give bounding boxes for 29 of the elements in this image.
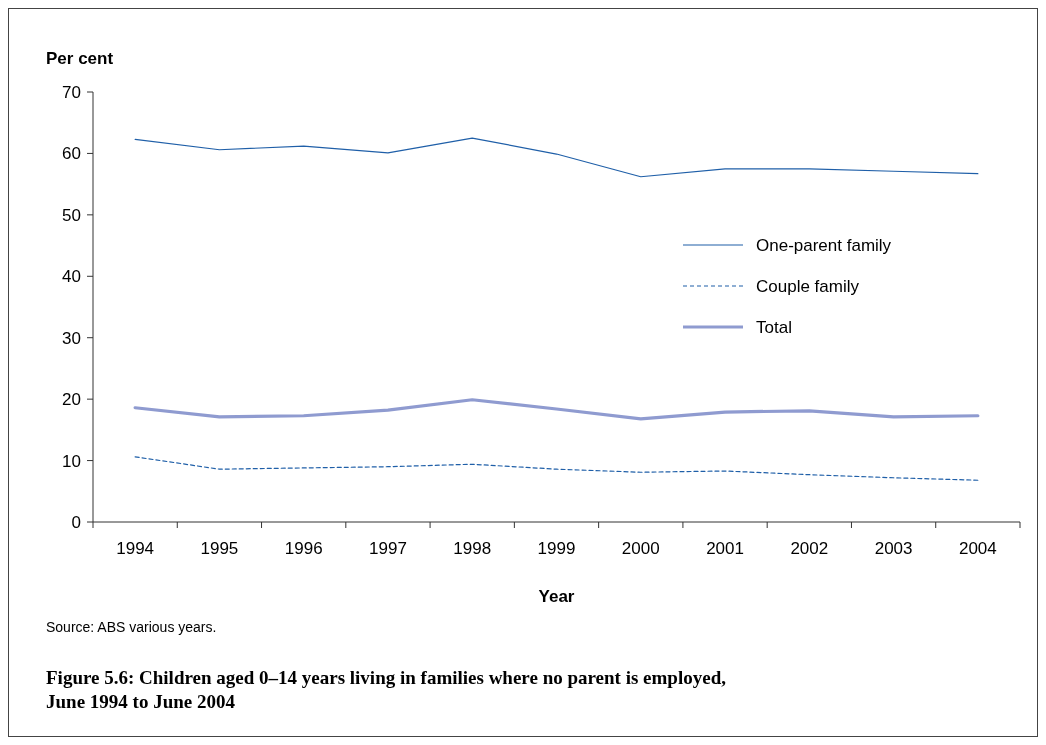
- y-tick-label: 50: [62, 205, 81, 225]
- x-tick-label: 1994: [116, 539, 155, 558]
- legend-label: Couple family: [756, 276, 860, 296]
- y-tick-label: 20: [62, 390, 81, 410]
- x-tick-label: 1995: [200, 539, 239, 558]
- source-note: Source: ABS various years.: [46, 619, 217, 635]
- legend-label: Total: [756, 317, 792, 337]
- x-tick-label: 1998: [453, 539, 492, 558]
- x-tick-label: 1997: [369, 539, 407, 558]
- legend-label: One-parent family: [756, 235, 892, 255]
- line-series: [133, 398, 980, 421]
- x-tick-label: 1996: [284, 539, 323, 558]
- text: Figure 5.6: Children aged 0–14 years living in families where no parent is employed, June 1994 to June 2004: [46, 667, 727, 712]
- line-series: [134, 456, 979, 481]
- x-axis-title: Year: [538, 587, 575, 606]
- y-tick-label: 30: [62, 328, 81, 348]
- x-tick-label: 2004: [958, 539, 997, 558]
- y-tick-label: 60: [62, 144, 81, 164]
- x-tick-label: 2002: [790, 539, 829, 558]
- y-axis-title: Per cent: [46, 49, 114, 68]
- line-series: [134, 137, 979, 178]
- y-tick-label: 40: [62, 267, 81, 287]
- x-tick-label: 2003: [874, 539, 913, 558]
- x-tick-label: 1999: [537, 539, 576, 558]
- y-tick-label: 10: [62, 451, 81, 471]
- y-tick-label: 70: [62, 82, 81, 102]
- x-tick-label: 2000: [621, 539, 660, 558]
- x-tick-label: 2001: [706, 539, 744, 558]
- y-tick-label: 0: [71, 512, 81, 532]
